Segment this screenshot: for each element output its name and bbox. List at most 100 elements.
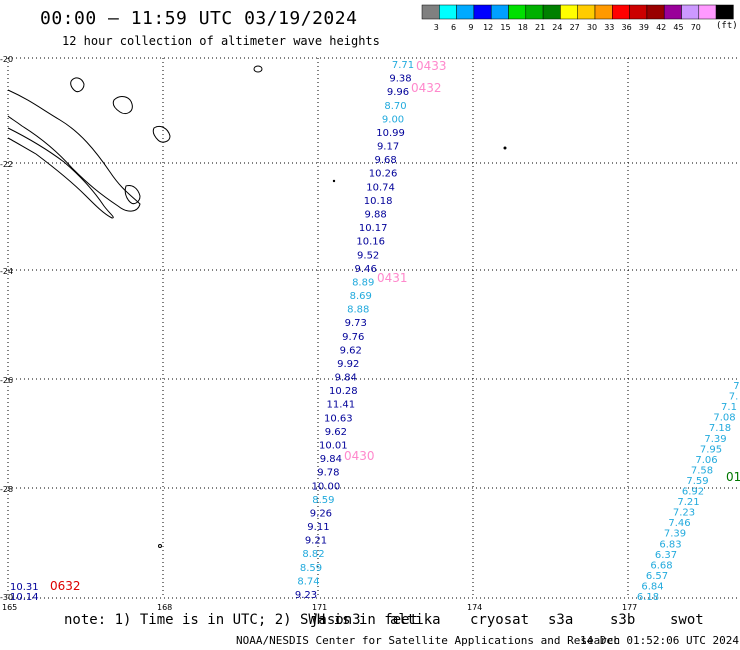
pass-time-label: 0433	[416, 59, 447, 73]
legend-swatch	[681, 4, 700, 20]
legend-swatch	[629, 4, 648, 20]
wave-height-value: 7.39	[664, 529, 686, 540]
wave-height-value: 9.52	[357, 250, 379, 261]
wave-height-value: 7.18	[709, 423, 731, 434]
wave-height-value: 9.78	[317, 468, 339, 479]
wave-height-value: 10.63	[324, 413, 353, 424]
loyalty-island-lifou	[112, 96, 133, 115]
wave-height-value: 9.84	[335, 373, 357, 384]
wave-height-value: 10.01	[319, 441, 348, 452]
sat-swot: swot	[670, 612, 704, 628]
wave-height-value: 10.26	[369, 169, 398, 180]
sat-jason3: jason3	[310, 612, 361, 628]
legend-label: 42	[656, 23, 666, 32]
wave-height-value: 7.71	[392, 60, 414, 71]
wave-height-value: 8.88	[347, 305, 369, 316]
legend-label: 9	[468, 23, 473, 32]
legend-swatch	[421, 4, 440, 20]
lon-label: 177	[622, 603, 637, 612]
wave-height-value: 9.62	[325, 427, 347, 438]
wave-height-value: 9.46	[355, 264, 377, 275]
wave-height-value: 7.08	[713, 413, 735, 424]
pass-time-label: 01	[726, 470, 740, 484]
wave-height-value: 9.76	[342, 332, 364, 343]
legend-label: 45	[673, 23, 683, 32]
legend-swatch	[698, 4, 717, 20]
wave-height-value: 8.82	[302, 549, 324, 560]
wave-height-value: 9.21	[305, 536, 327, 547]
island-dot	[503, 146, 507, 150]
wave-height-value: 8.59	[300, 563, 322, 574]
legend-label: 33	[604, 23, 614, 32]
lat-label: -20	[0, 55, 13, 64]
lat-label: -26	[0, 376, 13, 385]
wave-height-value: 7.58	[691, 465, 713, 476]
footer-note: note: 1) Time is in UTC; 2) SWH is in fe…	[64, 612, 419, 628]
wave-height-value: 10.17	[359, 223, 388, 234]
legend-label: 6	[451, 23, 456, 32]
lon-label: 168	[157, 603, 172, 612]
wave-height-value: 8.70	[384, 101, 406, 112]
legend-label: 39	[639, 23, 649, 32]
wave-height-value: 11.41	[327, 400, 356, 411]
legend-unit: (ft)	[716, 21, 738, 31]
wave-height-value: 9.38	[389, 74, 411, 85]
wave-height-value: 7.	[733, 381, 740, 392]
lon-label: 171	[312, 603, 327, 612]
wave-height-value: 7.59	[686, 476, 708, 487]
generated-time: 14 Dec 01:52:06 UTC 2024	[580, 634, 739, 647]
wave-height-value: 9.88	[365, 209, 387, 220]
legend-label: 21	[535, 23, 545, 32]
pass-time-label: 0432	[411, 81, 442, 95]
isle-of-pines	[124, 185, 141, 205]
wave-height-value: 8.59	[312, 495, 334, 506]
wave-height-value: 9.92	[337, 359, 359, 370]
island-dot	[158, 544, 162, 548]
new-caledonia-coast-inner	[7, 127, 114, 219]
sat-s3b: s3b	[610, 612, 636, 628]
wave-height-value: 10.28	[329, 386, 358, 397]
wave-height-value: 8.89	[352, 277, 374, 288]
wave-height-value: 9.73	[345, 318, 367, 329]
wave-height-value: 9.62	[340, 345, 362, 356]
legend-label: 24	[552, 23, 562, 32]
wave-height-value: 7.1	[721, 402, 737, 413]
wave-height-value: 10.74	[366, 182, 395, 193]
legend-label: 18	[518, 23, 528, 32]
wave-height-value: 7.23	[673, 508, 695, 519]
legend-swatch	[525, 4, 544, 20]
wave-height-value: 7.06	[695, 455, 717, 466]
pass-time-label: 0632	[50, 579, 81, 593]
lat-label: -28	[0, 485, 13, 494]
legend-swatch	[490, 4, 509, 20]
wave-height-value: 10.16	[356, 237, 385, 248]
legend-label: 15	[500, 23, 510, 32]
legend-swatch	[594, 4, 613, 20]
legend-swatch	[560, 4, 578, 20]
pass-time-label: 0431	[377, 271, 408, 285]
island-walpole	[253, 65, 263, 73]
sat-altika: altika	[390, 612, 441, 628]
page-title: 00:00 — 11:59 UTC 03/19/2024	[40, 8, 358, 29]
lat-label: -30	[0, 593, 13, 602]
wave-height-value: 10.18	[364, 196, 393, 207]
legend-swatch	[612, 4, 630, 20]
sat-s3a: s3a	[548, 612, 574, 628]
legend-swatch	[456, 4, 475, 20]
wave-height-value: 7.39	[704, 434, 726, 445]
wave-height-value: 7.46	[668, 518, 690, 529]
loyalty-island-mare	[152, 125, 171, 143]
wave-height-value: 6.83	[659, 539, 681, 550]
legend-label: 3	[434, 23, 439, 32]
wave-height-value: 6.68	[650, 560, 672, 571]
legend-label: 36	[622, 23, 632, 32]
sat-cryosat: cryosat	[470, 612, 530, 628]
legend-label: 27	[570, 23, 580, 32]
lat-label: -24	[0, 267, 13, 276]
lon-label: 174	[467, 603, 482, 612]
lat-label: -22	[0, 160, 13, 169]
wave-height-value: 9.26	[310, 508, 332, 519]
island-dot	[332, 179, 336, 183]
legend-swatch	[577, 4, 596, 20]
wave-height-value: 6.37	[655, 550, 677, 561]
